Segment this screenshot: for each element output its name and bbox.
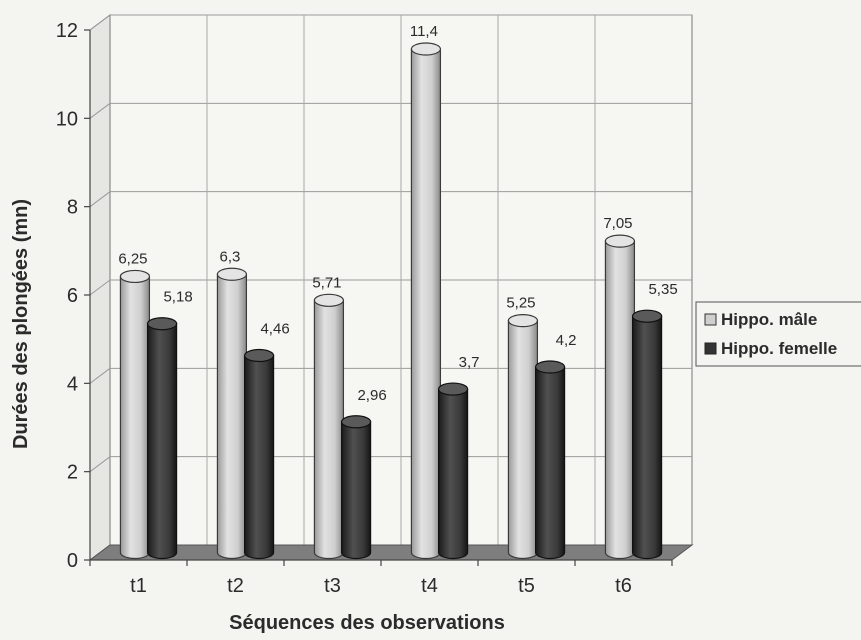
bar-female-top <box>243 348 275 363</box>
x-tick-label: t2 <box>227 575 244 597</box>
data-label: 7,05 <box>603 215 632 232</box>
y-tick-label: 4 <box>67 373 78 395</box>
side-gridline <box>89 102 111 119</box>
bar-male-top <box>313 293 345 307</box>
plot-walls <box>89 14 693 561</box>
bar-male <box>507 320 539 560</box>
data-label: 6,3 <box>219 248 240 265</box>
bar-male <box>410 48 442 560</box>
data-label: 2,96 <box>357 387 386 404</box>
floor-plane <box>88 544 694 561</box>
bar-male <box>313 299 345 560</box>
bar-female <box>146 323 178 560</box>
bar-female <box>340 421 372 560</box>
y-tick-label: 10 <box>56 108 78 130</box>
bar-female-top <box>534 360 566 374</box>
legend-box <box>695 301 861 367</box>
bar-female-top <box>146 317 178 331</box>
y-tick-label: 12 <box>56 20 78 42</box>
bar-male-top <box>119 269 151 284</box>
bar-male-top <box>604 234 636 248</box>
side-gridline <box>89 456 111 473</box>
data-label: 4,46 <box>260 321 289 338</box>
side-gridline <box>89 279 111 296</box>
bar-female <box>437 388 469 560</box>
side-gridline <box>89 367 111 384</box>
data-label: 5,25 <box>506 295 535 312</box>
y-tick-label: 0 <box>67 550 78 572</box>
side-gridline <box>89 191 111 208</box>
y-tick-label: 8 <box>67 197 78 219</box>
y-axis-title: Durées des plongées (mn) <box>10 199 32 449</box>
x-tick-label: t4 <box>421 575 438 597</box>
bar-female-top <box>631 309 663 323</box>
x-tick-label: t3 <box>324 575 341 597</box>
bar-male <box>119 275 151 560</box>
legend-swatch-male <box>704 313 717 326</box>
data-label: 3,7 <box>459 354 480 371</box>
x-tick-label: t5 <box>518 575 535 597</box>
bar-male-top <box>507 314 539 328</box>
data-label: 11,4 <box>410 23 438 40</box>
data-label: 5,35 <box>648 281 677 298</box>
y-axis: 0 2 4 6 8 10 12 <box>56 20 91 572</box>
bar-male <box>604 240 636 560</box>
bar-female <box>631 315 663 560</box>
x-axis: t1 t2 t3 t4 t5 t6 <box>89 559 673 597</box>
legend-swatch-female <box>704 342 717 355</box>
plot-floor <box>88 544 694 561</box>
bar-female <box>534 366 566 560</box>
data-label: 6,25 <box>118 250 147 267</box>
data-label: 5,71 <box>312 274 341 291</box>
side-gridline <box>89 14 111 31</box>
data-label: 4,2 <box>556 332 577 349</box>
bar-male-top <box>410 42 442 56</box>
bars <box>119 42 663 560</box>
bar-female <box>243 354 275 560</box>
bar-male <box>216 273 248 560</box>
y-tick-label: 2 <box>67 462 78 484</box>
x-axis-title: Séquences des observations <box>229 612 505 634</box>
legend-label-female: Hippo. femelle <box>721 339 837 358</box>
legend: Hippo. mâle Hippo. femelle <box>695 301 861 367</box>
bar-male-top <box>216 267 248 281</box>
bar-female-top <box>437 382 469 396</box>
gridlines <box>89 14 692 561</box>
x-tick-label: t6 <box>615 575 632 597</box>
data-labels: 6,25 6,3 5,71 11,4 5,25 7,05 5,18 4,46 2,96 3,7 4,… <box>118 23 677 404</box>
legend-label-male: Hippo. mâle <box>721 310 817 329</box>
bar-female-top <box>340 415 372 429</box>
data-label: 5,18 <box>163 289 192 306</box>
y-tick-label: 6 <box>67 285 78 307</box>
x-tick-label: t1 <box>130 575 147 597</box>
